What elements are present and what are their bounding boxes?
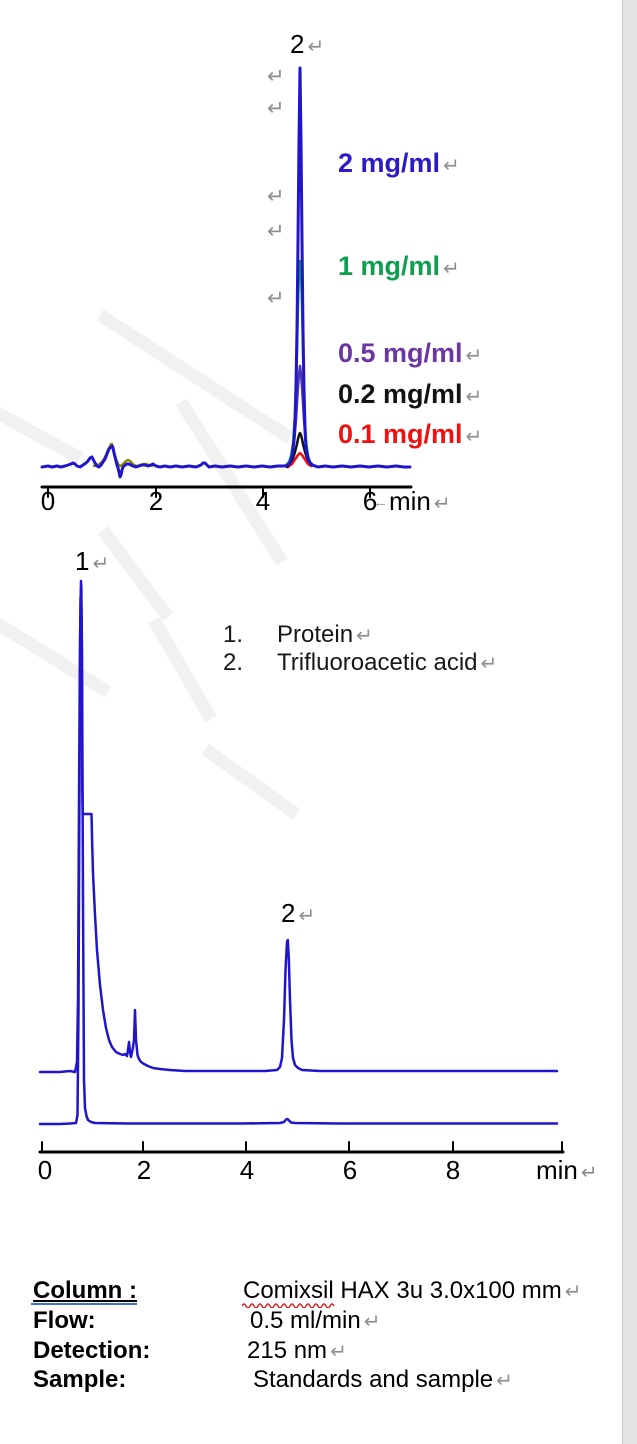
- legend-index: 2.: [223, 649, 244, 676]
- condition-value: 215 nm ↵: [247, 1337, 347, 1365]
- top-chromatogram: [40, 66, 413, 498]
- paragraph-mark-icon: ↵: [267, 185, 285, 208]
- condition-value-text: 0.5 ml/min: [250, 1307, 361, 1334]
- trace-0.1mgml: [286, 451, 313, 469]
- condition-row-column: Column : Comixsil HAX 3u 3.0x100 mm ↵: [33, 1277, 593, 1305]
- paragraph-mark-icon: ↵: [356, 625, 373, 647]
- series-label-2mgml: 2 mg/ml ↵: [338, 150, 460, 177]
- condition-value: Standards and sample ↵: [253, 1366, 513, 1394]
- condition-row-flow: Flow: 0.5 ml/min ↵: [33, 1307, 593, 1335]
- format-underline-rule: [31, 1303, 137, 1305]
- paragraph-mark-icon: ↵: [267, 220, 285, 243]
- condition-value-text: Comixsil HAX 3u 3.0x100 mm: [243, 1277, 562, 1304]
- paragraph-mark-icon: ↵: [465, 386, 483, 408]
- condition-label: Column :: [33, 1277, 137, 1304]
- bottom-x-tick-label-4: 4: [239, 1155, 255, 1185]
- paragraph-mark-icon: ↵: [465, 345, 483, 367]
- top-x-tick-label-2: 2: [148, 486, 164, 516]
- paragraph-mark-icon: ↵: [92, 553, 110, 575]
- condition-label: Flow:: [33, 1307, 96, 1334]
- trace-2mgml: [40, 66, 412, 479]
- paragraph-mark-icon: ↵: [267, 65, 285, 88]
- top-peak-annotation-text: 2: [290, 29, 305, 59]
- paragraph-mark-icon: ↵: [267, 97, 285, 120]
- trace-0.5mgml: [284, 364, 318, 468]
- bottom-x-ticks: [41, 1141, 563, 1152]
- page-right-gutter: [622, 0, 637, 1444]
- paragraph-mark-icon: ↵: [363, 1311, 381, 1333]
- small-arrow-mark-icon: ←: [373, 494, 388, 511]
- paragraph-mark-icon: ↵: [307, 36, 325, 58]
- condition-row-detection: Detection: 215 nm ↵: [33, 1337, 593, 1365]
- bottom-x-tick-label-8: 8: [445, 1155, 461, 1185]
- condition-value-text: 215 nm: [247, 1337, 328, 1364]
- condition-label: Sample:: [33, 1366, 127, 1393]
- series-label-02mgml: 0.2 mg/ml ↵: [338, 381, 482, 408]
- legend-row-protein: 1. Protein ↵: [223, 621, 523, 649]
- top-x-tick-label-0: 0: [40, 486, 56, 516]
- legend-name-text: Protein: [277, 621, 354, 648]
- top-x-ticks: [47, 488, 371, 498]
- condition-label: Detection:: [33, 1337, 151, 1364]
- series-label-text: 2 mg/ml: [338, 148, 441, 178]
- paragraph-mark-icon: ↵: [480, 653, 498, 675]
- top-x-tick-label-6: 6: [362, 486, 378, 516]
- bottom-x-axis-unit: min ↵: [536, 1157, 598, 1183]
- paragraph-mark-icon: ↵: [465, 426, 483, 448]
- watermark: [0, 309, 300, 820]
- spellcheck-squiggle: [242, 1303, 335, 1308]
- bottom-peak1-annotation: 1 ↵: [75, 548, 109, 574]
- top-x-tick-label-4: 4: [255, 486, 271, 516]
- legend-name: Protein ↵: [277, 621, 373, 649]
- paragraph-mark-icon: ↵: [267, 287, 285, 310]
- series-label-text: 1 mg/ml: [338, 251, 441, 281]
- series-label-05mgml: 0.5 mg/ml ↵: [338, 340, 482, 367]
- condition-value: Comixsil HAX 3u 3.0x100 mm ↵: [243, 1277, 582, 1305]
- series-label-text: 0.2 mg/ml: [338, 379, 463, 409]
- trace-standard-lower: [38, 583, 559, 1126]
- series-label-text: 0.5 mg/ml: [338, 338, 463, 368]
- peak-annotation-text: 1: [75, 546, 90, 576]
- bottom-x-tick-label-2: 2: [136, 1155, 152, 1185]
- bottom-chromatogram: [38, 579, 565, 1154]
- condition-value-text: Standards and sample: [253, 1366, 494, 1393]
- paragraph-mark-icon: ↵: [433, 493, 451, 515]
- bottom-x-tick-label-6: 6: [342, 1155, 358, 1185]
- series-label-1mgml: 1 mg/ml ↵: [338, 253, 460, 280]
- top-x-axis-unit: min ↵: [389, 488, 451, 514]
- condition-value: 0.5 ml/min ↵: [250, 1307, 380, 1335]
- paragraph-mark-icon: ↵: [564, 1281, 582, 1303]
- legend-name: Trifluoroacetic acid ↵: [277, 649, 497, 677]
- axis-unit-text: min: [389, 486, 431, 516]
- bottom-x-tick-label-0: 0: [37, 1155, 53, 1185]
- paragraph-mark-icon: ↵: [298, 905, 316, 927]
- peak-annotation-text: 2: [281, 898, 296, 928]
- legend-name-text: Trifluoroacetic acid: [277, 649, 478, 676]
- legend-row-tfa: 2. Trifluoroacetic acid ↵: [223, 649, 523, 677]
- bottom-peak2-annotation: 2 ↵: [281, 900, 315, 926]
- paragraph-mark-icon: ↵: [443, 258, 460, 280]
- series-label-01mgml: 0.1 mg/ml ↵: [338, 421, 482, 448]
- paragraph-mark-icon: ↵: [496, 1370, 513, 1392]
- trace-sample-upper: [38, 579, 559, 1074]
- paragraph-mark-icon: ↵: [330, 1341, 347, 1363]
- legend-index: 1.: [223, 621, 244, 648]
- series-label-text: 0.1 mg/ml: [338, 419, 463, 449]
- top-peak-annotation: 2 ↵: [290, 31, 324, 57]
- axis-unit-text: min: [536, 1155, 578, 1185]
- condition-row-sample: Sample: Standards and sample ↵: [33, 1366, 593, 1394]
- paragraph-mark-icon: ↵: [580, 1162, 598, 1184]
- paragraph-mark-icon: ↵: [443, 155, 460, 177]
